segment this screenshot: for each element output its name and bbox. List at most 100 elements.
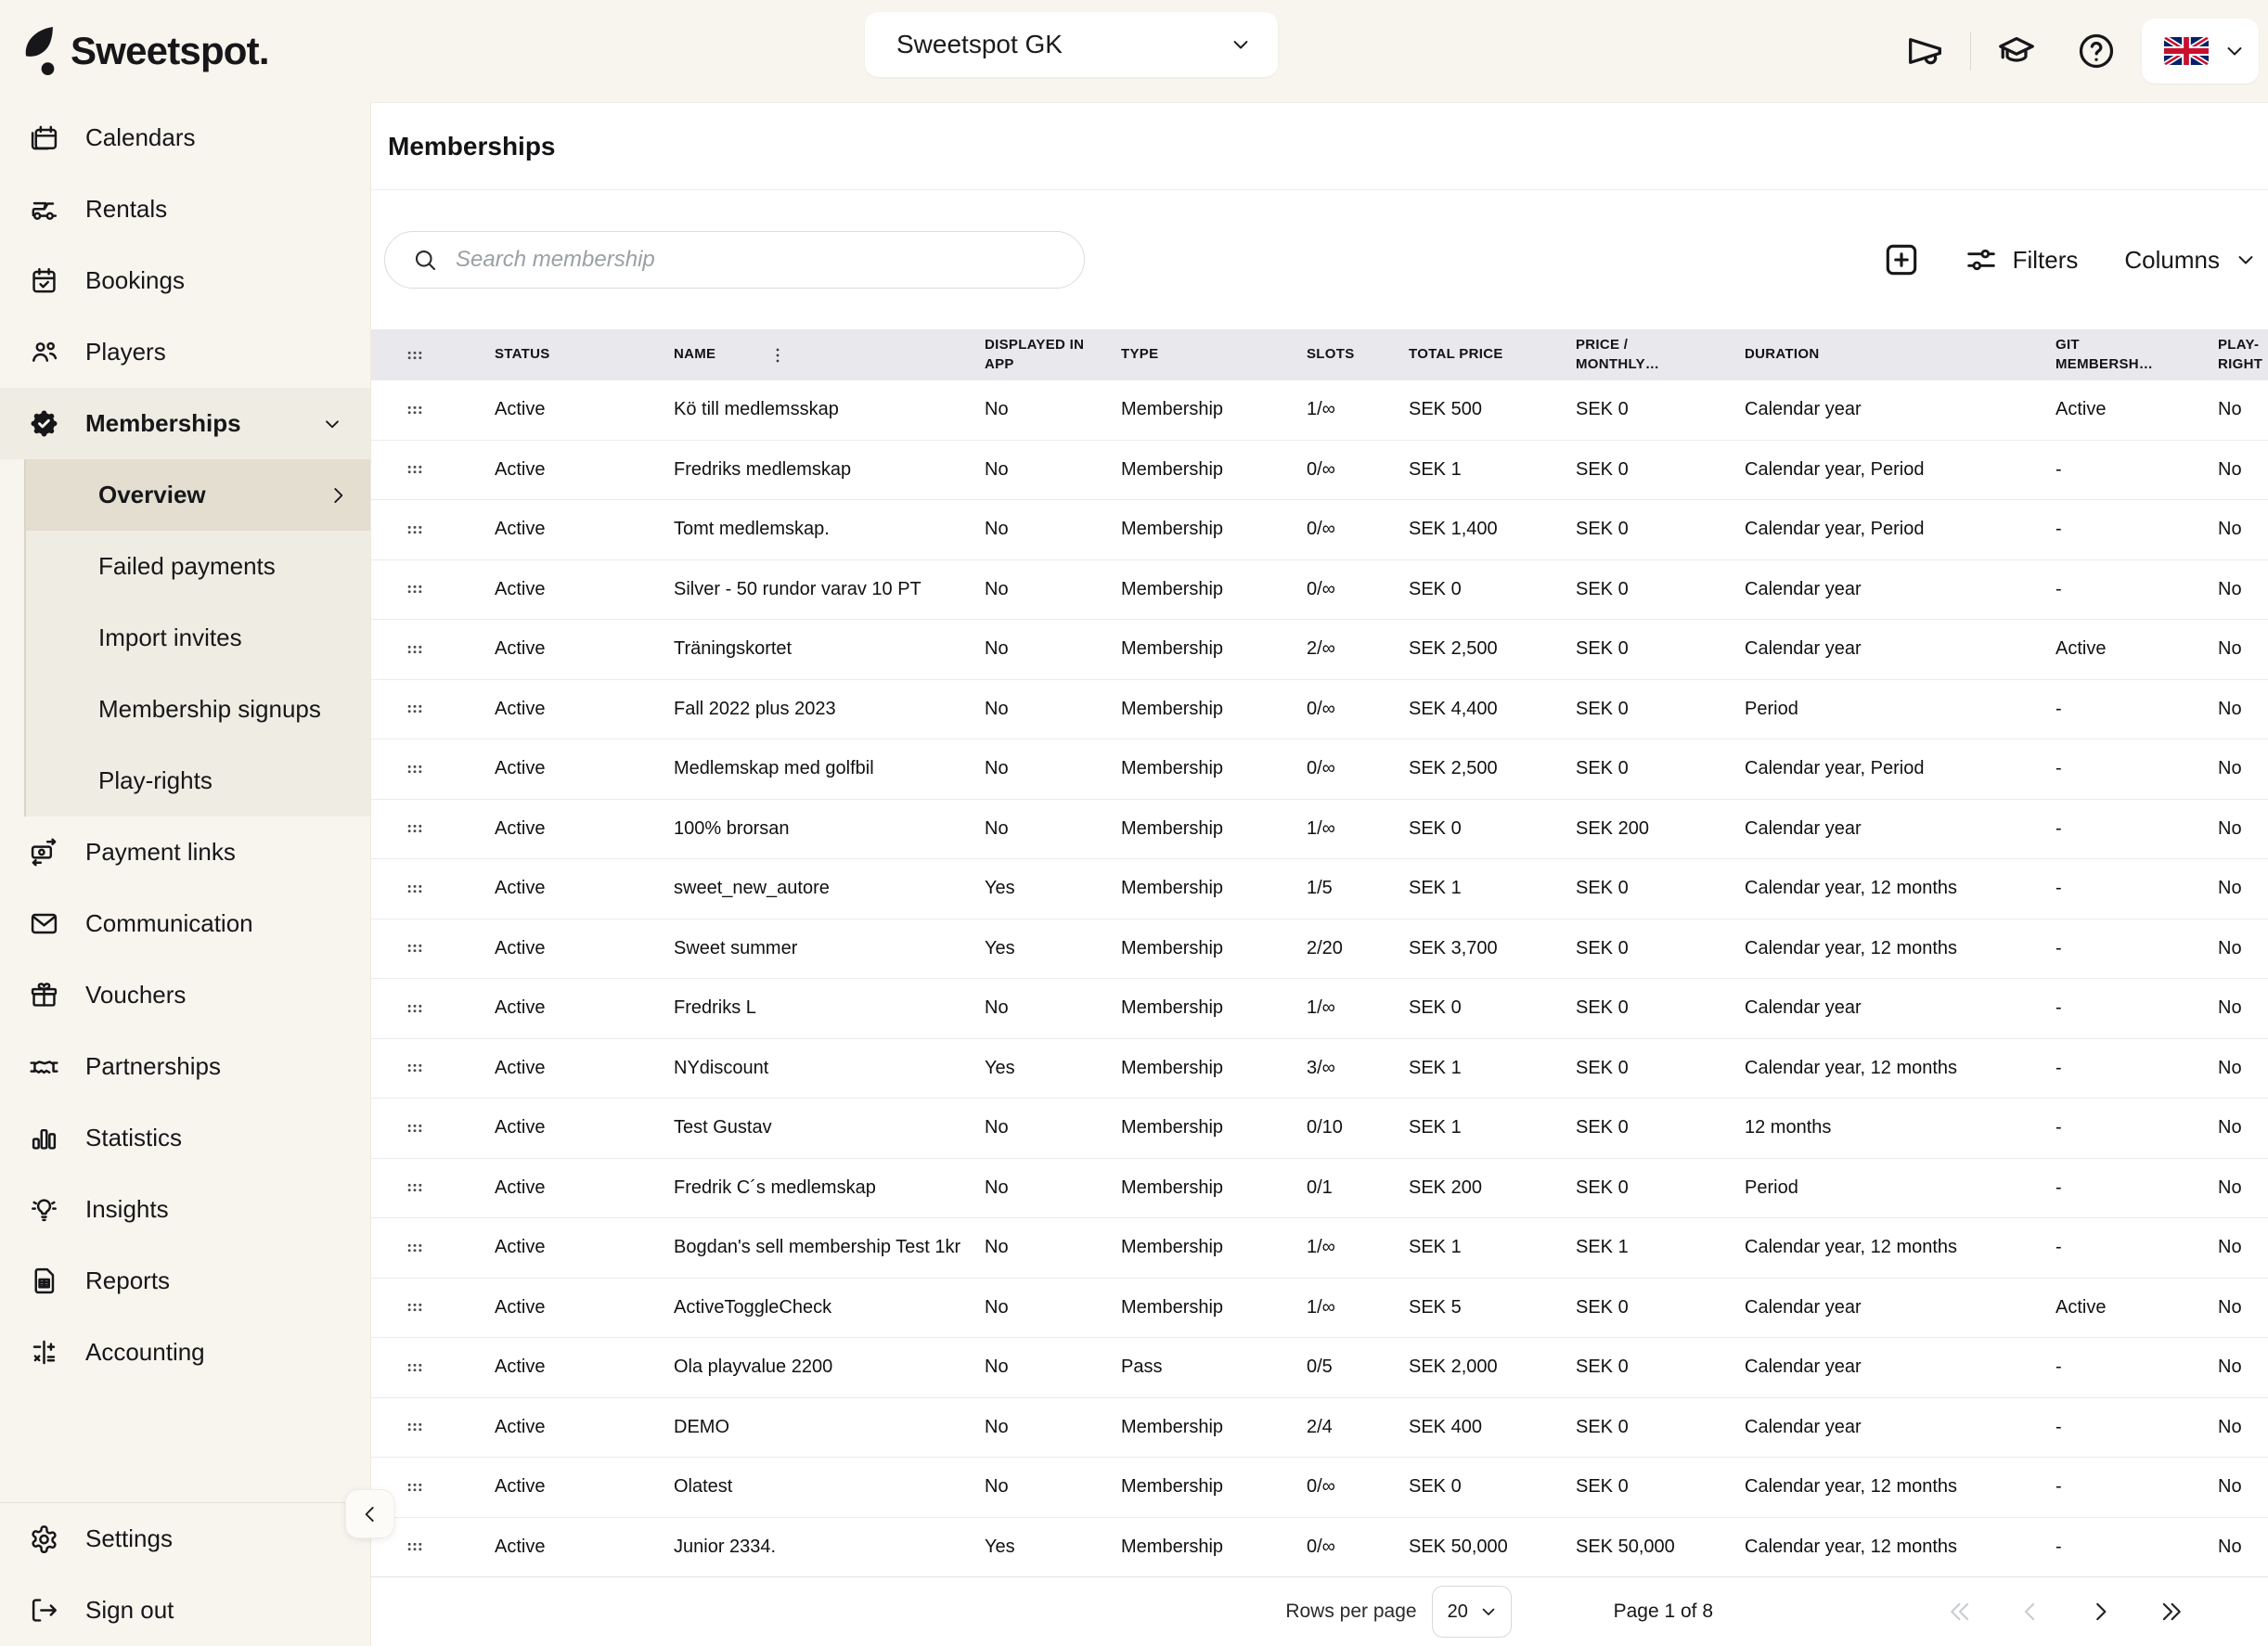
table-row[interactable]: ActiveFredriks medlemskapNoMembership0/∞… — [371, 441, 2268, 501]
row-drag-handle[interactable] — [371, 576, 471, 602]
header-status[interactable]: STATUS — [471, 345, 651, 364]
cell-displayed-in-app: Yes — [961, 938, 1098, 959]
cell-slots: 0/10 — [1283, 1117, 1385, 1138]
table-row[interactable]: ActiveJunior 2334.YesMembership0/∞SEK 50… — [371, 1518, 2268, 1577]
table-row[interactable]: ActiveTräningskortetNoMembership2/∞SEK 2… — [371, 620, 2268, 680]
sidebar-item-partnerships[interactable]: Partnerships — [0, 1031, 370, 1102]
row-drag-handle[interactable] — [371, 935, 471, 961]
sidebar-item-accounting[interactable]: Accounting — [0, 1317, 370, 1388]
table-row[interactable]: ActiveTomt medlemskap.NoMembership0/∞SEK… — [371, 500, 2268, 560]
header-name[interactable]: NAME — [651, 345, 961, 366]
club-selector[interactable]: Sweetspot GK — [865, 12, 1278, 77]
row-drag-handle[interactable] — [371, 876, 471, 902]
row-drag-handle[interactable] — [371, 517, 471, 543]
table-row[interactable]: ActiveBogdan's sell membership Test 1krN… — [371, 1218, 2268, 1279]
row-drag-handle[interactable] — [371, 1534, 471, 1560]
sweetspot-logo[interactable]: Sweetspot. — [20, 0, 269, 102]
table-row[interactable]: ActiveOla playvalue 2200NoPass0/5SEK 2,0… — [371, 1338, 2268, 1398]
header-displayed-in-app[interactable]: DISPLAYED IN APP — [961, 336, 1098, 374]
cell-slots: 0/∞ — [1283, 699, 1385, 720]
sidebar-item-rentals[interactable]: Rentals — [0, 174, 370, 245]
columns-button[interactable]: Columns — [2124, 246, 2259, 275]
sidebar-item-bookings[interactable]: Bookings — [0, 245, 370, 316]
cell-type: Pass — [1098, 1357, 1283, 1378]
next-page-button[interactable] — [2087, 1598, 2115, 1626]
cell-name: Fall 2022 plus 2023 — [651, 699, 961, 720]
row-drag-handle[interactable] — [371, 1115, 471, 1141]
table-row[interactable]: ActiveTest GustavNoMembership0/10SEK 1SE… — [371, 1099, 2268, 1159]
calendar-check-icon — [28, 264, 60, 297]
header-play-right[interactable]: PLAY-RIGHT — [2195, 336, 2268, 374]
submenu-item-overview[interactable]: Overview — [26, 459, 370, 531]
table-row[interactable]: ActiveFall 2022 plus 2023NoMembership0/∞… — [371, 680, 2268, 740]
row-drag-handle[interactable] — [371, 457, 471, 482]
table-row[interactable]: ActiveNYdiscountYesMembership3/∞SEK 1SEK… — [371, 1039, 2268, 1099]
header-git-membership[interactable]: GIT MEMBERSH… — [2032, 336, 2195, 374]
table-row[interactable]: ActiveSilver - 50 rundor varav 10 PTNoMe… — [371, 560, 2268, 621]
row-drag-handle[interactable] — [371, 637, 471, 662]
submenu-item-failed-payments[interactable]: Failed payments — [26, 531, 370, 602]
table-row[interactable]: ActiveFredriks LNoMembership1/∞SEK 0SEK … — [371, 979, 2268, 1039]
row-drag-handle[interactable] — [371, 1355, 471, 1381]
row-drag-handle[interactable] — [371, 1414, 471, 1440]
submenu-item-import-invites[interactable]: Import invites — [26, 602, 370, 674]
table-row[interactable]: ActiveSweet summerYesMembership2/20SEK 3… — [371, 919, 2268, 980]
help-icon[interactable] — [2075, 30, 2118, 72]
header-type[interactable]: TYPE — [1098, 345, 1283, 364]
cell-total-price: SEK 1 — [1385, 878, 1553, 899]
cell-slots: 0/∞ — [1283, 579, 1385, 600]
row-drag-handle[interactable] — [371, 756, 471, 782]
sidebar-item-insights[interactable]: Insights — [0, 1174, 370, 1245]
sidebar-collapse-button[interactable] — [345, 1489, 394, 1538]
filters-button[interactable]: Filters — [1963, 241, 2079, 278]
language-selector[interactable] — [2142, 19, 2259, 84]
submenu-item-play-rights[interactable]: Play-rights — [26, 745, 370, 817]
sidebar-item-reports[interactable]: Reports — [0, 1245, 370, 1317]
add-membership-button[interactable] — [1881, 239, 1922, 280]
row-drag-handle[interactable] — [371, 1055, 471, 1081]
sidebar-item-memberships[interactable]: Memberships — [0, 388, 370, 459]
sidebar-item-settings[interactable]: Settings — [0, 1503, 370, 1575]
table-row[interactable]: ActiveDEMONoMembership2/4SEK 400SEK 0Cal… — [371, 1398, 2268, 1459]
prev-page-button[interactable] — [2017, 1598, 2044, 1626]
table-row[interactable]: ActiveKö till medlemsskapNoMembership1/∞… — [371, 380, 2268, 441]
header-total-price[interactable]: TOTAL PRICE — [1385, 345, 1553, 364]
search-input[interactable] — [456, 247, 1062, 273]
row-drag-handle[interactable] — [371, 1235, 471, 1261]
table-row[interactable]: Activesweet_new_autoreYesMembership1/5SE… — [371, 859, 2268, 919]
row-drag-handle[interactable] — [371, 816, 471, 842]
row-drag-handle[interactable] — [371, 696, 471, 722]
cell-total-price: SEK 1,400 — [1385, 519, 1553, 540]
table-row[interactable]: ActiveOlatestNoMembership0/∞SEK 0SEK 0Ca… — [371, 1458, 2268, 1518]
header-price-monthly[interactable]: PRICE / MONTHLY… — [1553, 336, 1721, 374]
sidebar-item-vouchers[interactable]: Vouchers — [0, 959, 370, 1031]
row-drag-handle[interactable] — [371, 1294, 471, 1320]
sidebar-item-payment-links[interactable]: Payment links — [0, 817, 370, 888]
submenu-item-membership-signups[interactable]: Membership signups — [26, 674, 370, 745]
sidebar-item-sign-out[interactable]: Sign out — [0, 1575, 370, 1646]
row-drag-handle[interactable] — [371, 996, 471, 1022]
row-drag-handle[interactable] — [371, 1175, 471, 1201]
sidebar-item-calendars[interactable]: Calendars — [0, 102, 370, 174]
academy-icon[interactable] — [1995, 30, 2038, 72]
top-bar: Sweetspot. Sweetspot GK — [0, 0, 2268, 102]
row-drag-handle[interactable] — [371, 397, 471, 423]
rows-per-page-select[interactable]: 20 — [1432, 1586, 1512, 1638]
table-row[interactable]: ActiveFredrik C´s medlemskapNoMembership… — [371, 1159, 2268, 1219]
sidebar-item-players[interactable]: Players — [0, 316, 370, 388]
table-row[interactable]: ActiveMedlemskap med golfbilNoMembership… — [371, 739, 2268, 800]
announcements-icon[interactable] — [1903, 30, 1946, 72]
table-row[interactable]: Active100% brorsanNoMembership1/∞SEK 0SE… — [371, 800, 2268, 860]
header-slots[interactable]: SLOTS — [1283, 345, 1385, 364]
chevron-left-icon — [358, 1502, 382, 1526]
table-row[interactable]: ActiveActiveToggleCheckNoMembership1/∞SE… — [371, 1279, 2268, 1339]
cell-displayed-in-app: Yes — [961, 878, 1098, 899]
first-page-button[interactable] — [1946, 1598, 1974, 1626]
header-duration[interactable]: DURATION — [1721, 345, 2032, 364]
sidebar-item-statistics[interactable]: Statistics — [0, 1102, 370, 1174]
column-menu-icon[interactable] — [767, 345, 788, 366]
cell-status: Active — [471, 938, 651, 959]
last-page-button[interactable] — [2158, 1598, 2185, 1626]
sidebar-item-communication[interactable]: Communication — [0, 888, 370, 959]
cell-play-right: No — [2195, 818, 2268, 840]
